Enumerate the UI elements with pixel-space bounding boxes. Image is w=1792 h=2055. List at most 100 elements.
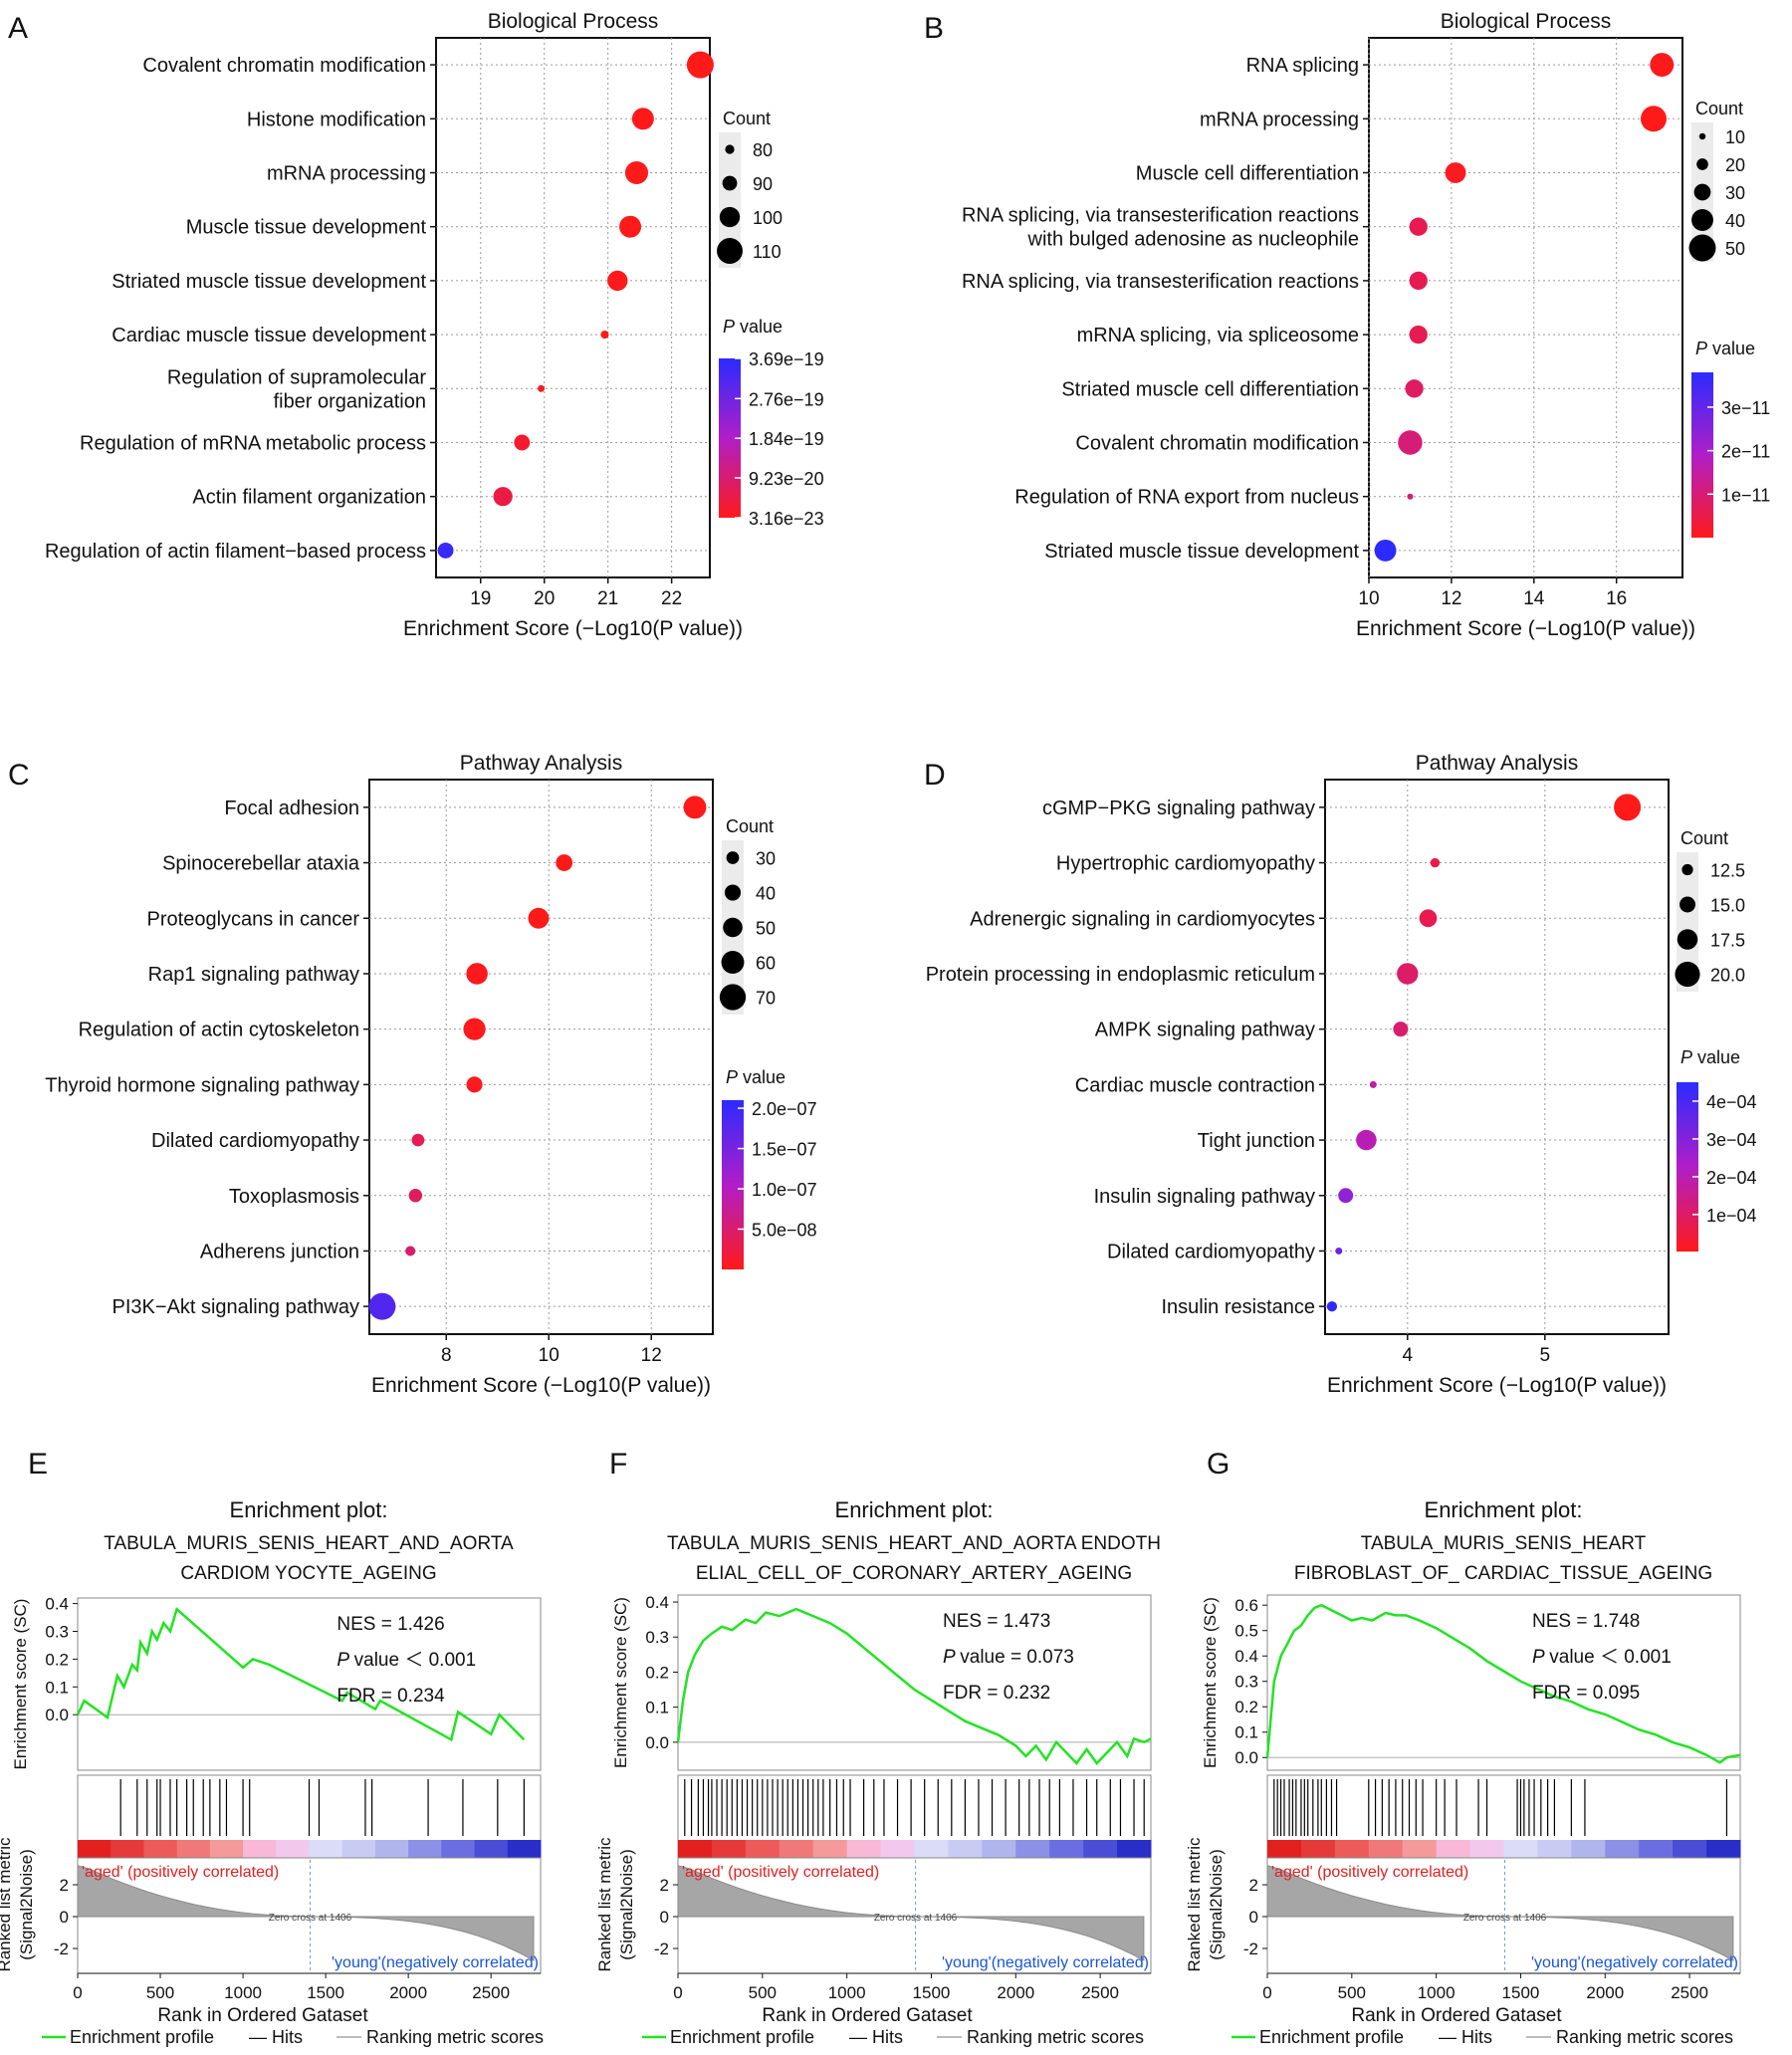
rank-heat-segment (309, 1840, 343, 1858)
rank-heat-segment (1300, 1840, 1336, 1858)
term-dot (466, 963, 488, 985)
pvalue-legend-title: P value (1695, 339, 1755, 358)
x-tick-label: 21 (597, 588, 618, 609)
rank-y-tick-label: -2 (1243, 1940, 1258, 1958)
term-label: Covalent chromatin modification (1075, 433, 1359, 455)
term-label: Cardiac muscle tissue development (112, 325, 426, 346)
rank-heat-segment (1639, 1840, 1674, 1858)
colorbar-label: 1e−11 (1721, 485, 1770, 505)
x-tick-label: 1500 (1502, 1983, 1540, 2002)
rank-y-axis-label: Ranked list metric (1185, 1837, 1204, 1972)
colorbar-label: 9.23e−20 (749, 469, 824, 489)
count-legend-dot (1681, 863, 1693, 876)
count-legend-label: 15.0 (1710, 896, 1745, 916)
es-y-tick-label: 0.3 (45, 1622, 69, 1641)
dot-panel-A: A Biological Process 19 20 21 22 Enrichment Sc… (8, 10, 824, 640)
term-dot (437, 542, 454, 559)
colorbar-label: 5.0e−08 (752, 1221, 817, 1241)
term-label: Cardiac muscle contraction (1075, 1074, 1315, 1096)
rank-heat-segment (78, 1840, 112, 1858)
x-tick-label: 2500 (1671, 1983, 1708, 2002)
term-label: cGMP−PKG signaling pathway (1042, 798, 1315, 819)
term-dot (411, 1133, 425, 1147)
count-legend-dot (1696, 158, 1708, 170)
rank-heat-segment (1117, 1840, 1152, 1858)
pvalue-colorbar (1677, 1082, 1698, 1252)
term-label: Dilated cardiomyopathy (1107, 1241, 1315, 1262)
count-legend-dot (1698, 132, 1706, 140)
rank-heat-segment (1706, 1840, 1741, 1858)
rank-heat-segment (441, 1840, 476, 1858)
x-tick-label: 20 (534, 588, 555, 609)
enrichment-profile-line (1265, 1603, 1741, 1764)
rank-y-axis-label: (Signal2Noise) (17, 1849, 36, 1960)
x-tick-label: 1500 (307, 1983, 344, 2002)
rank-heat-segment (1368, 1840, 1404, 1858)
legend-rank-label: Ranking metric scores (1556, 2027, 1733, 2047)
term-label: Rap1 signaling pathway (148, 964, 359, 986)
panel-label: C (8, 759, 30, 792)
pvalue-stat: P value ＜ 0.001 (336, 1650, 476, 1671)
rank-heat-segment (1334, 1840, 1370, 1858)
x-axis-label: Enrichment Score (−Log10(P value)) (1327, 1374, 1667, 1397)
es-y-tick-label: 0.4 (1234, 1647, 1258, 1666)
x-tick-label: 1500 (913, 1983, 951, 2002)
term-dot (624, 160, 649, 185)
count-legend-label: 80 (753, 140, 773, 160)
x-axis-label: Rank in Ordered Gataset (762, 2005, 973, 2026)
count-legend-title: Count (723, 109, 771, 128)
count-legend-label: 60 (756, 954, 776, 974)
gsea-panel-E: E Enrichment plot: TABULA_MURIS_SENIS_HEAR… (0, 1448, 544, 2047)
x-tick-label: 0 (673, 1983, 682, 2002)
colorbar-label: 2.0e−07 (752, 1099, 817, 1119)
term-dot (619, 215, 642, 238)
pvalue-legend-title: P value (726, 1067, 785, 1087)
x-tick-label: 5 (1540, 1345, 1551, 1366)
dot-panel-C: C Pathway Analysis 8 10 12 Enrichment Score (… (8, 752, 817, 1397)
term-label: Striated muscle tissue development (1044, 541, 1359, 563)
rank-y-tick-label: 2 (1249, 1876, 1258, 1895)
x-axis-label: Rank in Ordered Gataset (1351, 2005, 1562, 2026)
x-tick-label: 1000 (828, 1983, 866, 2002)
enrichment-profile-line (676, 1607, 1152, 1765)
panel-label: E (28, 1448, 48, 1481)
term-label: Striated muscle tissue development (112, 271, 426, 293)
colorbar-label: 1.0e−07 (752, 1180, 817, 1200)
pvalue-colorbar (1691, 372, 1713, 538)
x-tick-label: 500 (146, 1983, 174, 2002)
rank-y-tick-label: 0 (660, 1908, 669, 1927)
es-y-axis-label: Enrichment score (SC) (11, 1599, 30, 1770)
colorbar-label: 1e−04 (1706, 1206, 1757, 1226)
term-dot (463, 1018, 486, 1040)
count-legend-dot (1675, 961, 1700, 988)
term-label: Regulation of RNA export from nucleus (1014, 487, 1359, 509)
term-dot (1374, 539, 1397, 562)
term-label: AMPK signaling pathway (1095, 1020, 1315, 1041)
term-label: Spinocerebellar ataxia (162, 853, 360, 875)
x-tick-label: 2000 (1586, 1983, 1624, 2002)
colorbar-label: 3e−11 (1721, 398, 1770, 418)
legend-rank-label: Ranking metric scores (967, 2027, 1144, 2047)
x-tick-label: 1000 (1418, 1983, 1456, 2002)
rank-heat-segment (243, 1840, 277, 1858)
gsea-subtitle: TABULA_MURIS_SENIS_HEART_AND_AORTA (104, 1533, 514, 1554)
es-y-tick-label: 0.4 (45, 1595, 69, 1614)
rank-heat-segment (1605, 1840, 1640, 1858)
es-y-tick-label: 0.2 (645, 1663, 669, 1682)
plot-frame (435, 37, 711, 578)
rank-heat-segment (812, 1840, 848, 1858)
legend-hits-label: — Hits (249, 2027, 303, 2047)
count-legend-dot (725, 144, 735, 154)
term-dot (1335, 1247, 1343, 1255)
es-y-tick-label: 0.0 (1234, 1748, 1258, 1767)
term-dot (493, 487, 513, 507)
term-dot (1409, 217, 1428, 236)
x-tick-label: 0 (73, 1983, 82, 2002)
count-legend-dot (1691, 209, 1713, 231)
rank-heat-segment (982, 1840, 1016, 1858)
term-label: Muscle cell differentiation (1136, 163, 1359, 185)
term-label: Dilated cardiomyopathy (151, 1130, 359, 1152)
count-legend-dot (726, 851, 740, 864)
es-frame (1266, 1594, 1741, 1771)
term-dot (368, 1292, 396, 1320)
